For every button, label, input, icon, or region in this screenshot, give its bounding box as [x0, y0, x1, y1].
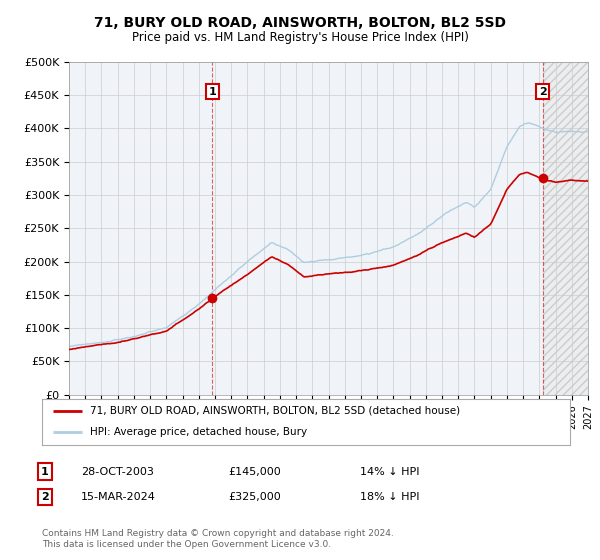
Text: 2: 2 [539, 87, 547, 96]
Text: £325,000: £325,000 [228, 492, 281, 502]
Text: £145,000: £145,000 [228, 466, 281, 477]
Text: 1: 1 [208, 87, 216, 96]
Text: 71, BURY OLD ROAD, AINSWORTH, BOLTON, BL2 5SD: 71, BURY OLD ROAD, AINSWORTH, BOLTON, BL… [94, 16, 506, 30]
Text: 18% ↓ HPI: 18% ↓ HPI [360, 492, 419, 502]
Text: 14% ↓ HPI: 14% ↓ HPI [360, 466, 419, 477]
Text: 15-MAR-2024: 15-MAR-2024 [81, 492, 156, 502]
Text: HPI: Average price, detached house, Bury: HPI: Average price, detached house, Bury [89, 427, 307, 437]
Text: Price paid vs. HM Land Registry's House Price Index (HPI): Price paid vs. HM Land Registry's House … [131, 31, 469, 44]
Text: 1: 1 [41, 466, 49, 477]
Text: 2: 2 [41, 492, 49, 502]
Text: Contains HM Land Registry data © Crown copyright and database right 2024.
This d: Contains HM Land Registry data © Crown c… [42, 529, 394, 549]
Text: 71, BURY OLD ROAD, AINSWORTH, BOLTON, BL2 5SD (detached house): 71, BURY OLD ROAD, AINSWORTH, BOLTON, BL… [89, 406, 460, 416]
Text: 28-OCT-2003: 28-OCT-2003 [81, 466, 154, 477]
